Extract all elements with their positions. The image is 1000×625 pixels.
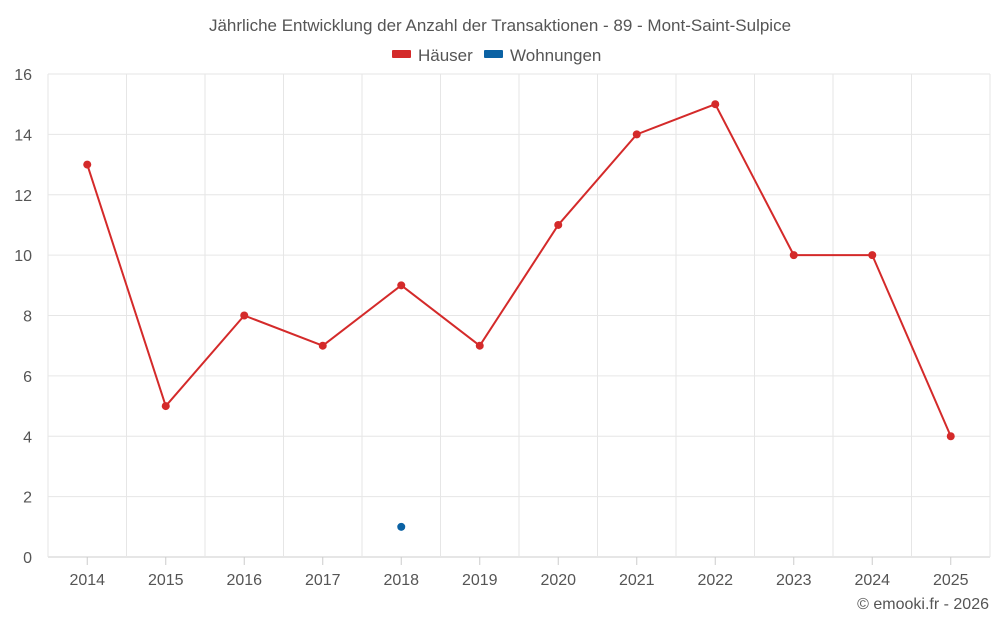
x-tick-label: 2017 [305, 572, 341, 589]
y-tick-label: 12 [14, 188, 32, 205]
series-line-haeuser [86, 103, 952, 437]
y-tick-label: 4 [23, 429, 32, 446]
y-tick-label: 16 [14, 67, 32, 84]
legend-swatch-haeuser [392, 50, 411, 58]
legend-item-wohnungen[interactable]: Wohnungen [484, 46, 601, 65]
data-point-haeuser[interactable] [711, 100, 720, 109]
data-point-haeuser[interactable] [632, 130, 641, 139]
x-tick-label: 2024 [854, 572, 890, 589]
data-point-haeuser[interactable] [946, 432, 955, 441]
x-tick-label: 2015 [148, 572, 184, 589]
y-axis-ticks: 0 2 4 6 8 10 12 14 16 [14, 67, 32, 567]
y-tick-label: 10 [14, 248, 32, 265]
credit-text: © emooki.fr - 2026 [857, 596, 989, 613]
x-axis-ticks: 2014 2015 2016 2017 2018 2019 2020 2021 2022 2023… [69, 557, 969, 589]
data-point-haeuser[interactable] [554, 220, 563, 229]
series-wohnungen [397, 522, 406, 531]
chart-title: Jährliche Entwicklung der Anzahl der Tra… [209, 16, 791, 35]
x-tick-label: 2023 [776, 572, 812, 589]
y-tick-label: 0 [23, 550, 32, 567]
x-tick-label: 2021 [619, 572, 655, 589]
data-point-haeuser[interactable] [789, 251, 798, 260]
data-point-haeuser[interactable] [397, 281, 406, 290]
data-point-haeuser[interactable] [475, 341, 484, 350]
x-tick-label: 2025 [933, 572, 969, 589]
x-tick-label: 2019 [462, 572, 498, 589]
y-tick-label: 6 [23, 369, 32, 386]
legend-item-haeuser[interactable]: Häuser [392, 46, 473, 65]
x-tick-label: 2018 [383, 572, 419, 589]
data-point-haeuser[interactable] [161, 402, 170, 411]
data-point-haeuser[interactable] [83, 160, 92, 169]
legend-swatch-wohnungen [484, 50, 503, 58]
y-tick-label: 14 [14, 127, 32, 144]
legend-label-haeuser: Häuser [418, 46, 473, 65]
x-tick-label: 2014 [69, 572, 105, 589]
series-layer [83, 100, 955, 531]
x-tick-label: 2016 [226, 572, 262, 589]
y-tick-label: 2 [23, 490, 32, 507]
x-tick-label: 2022 [697, 572, 733, 589]
gridlines [47, 73, 991, 558]
data-point-wohnungen[interactable] [397, 522, 406, 531]
data-point-haeuser[interactable] [240, 311, 249, 320]
data-point-haeuser[interactable] [868, 251, 877, 260]
series-haeuser [83, 100, 955, 441]
y-tick-label: 8 [23, 309, 32, 326]
legend: Häuser Wohnungen [392, 46, 601, 65]
data-point-haeuser[interactable] [318, 341, 327, 350]
legend-label-wohnungen: Wohnungen [510, 46, 601, 65]
x-tick-label: 2020 [540, 572, 576, 589]
